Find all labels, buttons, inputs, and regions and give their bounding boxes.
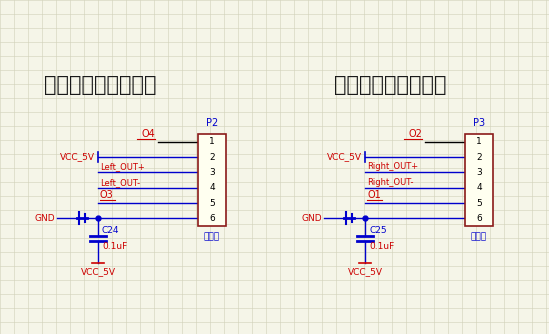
Text: 2: 2 [476, 153, 482, 162]
Text: 1: 1 [476, 137, 482, 146]
Text: Left_OUT-: Left_OUT- [100, 178, 140, 187]
Text: 4: 4 [476, 183, 482, 192]
Text: 5: 5 [209, 198, 215, 207]
Text: C24: C24 [102, 226, 120, 235]
Text: O3: O3 [100, 190, 114, 200]
Text: P3: P3 [473, 118, 485, 128]
Text: 编码器: 编码器 [204, 232, 220, 241]
Text: 6: 6 [209, 214, 215, 223]
Text: VCC_5V: VCC_5V [81, 267, 115, 276]
Bar [465, 134, 493, 226]
Text: Right_OUT+: Right_OUT+ [367, 162, 418, 171]
Text: 0.1uF: 0.1uF [102, 242, 127, 251]
Text: 4: 4 [209, 183, 215, 192]
Text: 5: 5 [476, 198, 482, 207]
Text: VCC_5V: VCC_5V [348, 267, 383, 276]
Text: 3: 3 [209, 168, 215, 177]
Text: 3: 3 [476, 168, 482, 177]
Text: Left_OUT+: Left_OUT+ [100, 162, 145, 171]
Text: O4: O4 [141, 129, 155, 139]
Text: 左轮电机编码器接口: 左轮电机编码器接口 [44, 75, 156, 95]
Text: P2: P2 [206, 118, 218, 128]
Text: GND: GND [35, 214, 55, 223]
Text: GND: GND [301, 214, 322, 223]
Text: VCC_5V: VCC_5V [327, 153, 362, 162]
Text: Right_OUT-: Right_OUT- [367, 178, 413, 187]
Text: 2: 2 [209, 153, 215, 162]
Bar [198, 134, 226, 226]
Text: O1: O1 [367, 190, 381, 200]
Text: VCC_5V: VCC_5V [60, 153, 95, 162]
Text: O2: O2 [408, 129, 422, 139]
Text: 右轮电机编码器接口: 右轮电机编码器接口 [334, 75, 446, 95]
Text: C25: C25 [369, 226, 386, 235]
Text: 编码器: 编码器 [471, 232, 487, 241]
Text: 6: 6 [476, 214, 482, 223]
Text: 0.1uF: 0.1uF [369, 242, 394, 251]
Text: 1: 1 [209, 137, 215, 146]
